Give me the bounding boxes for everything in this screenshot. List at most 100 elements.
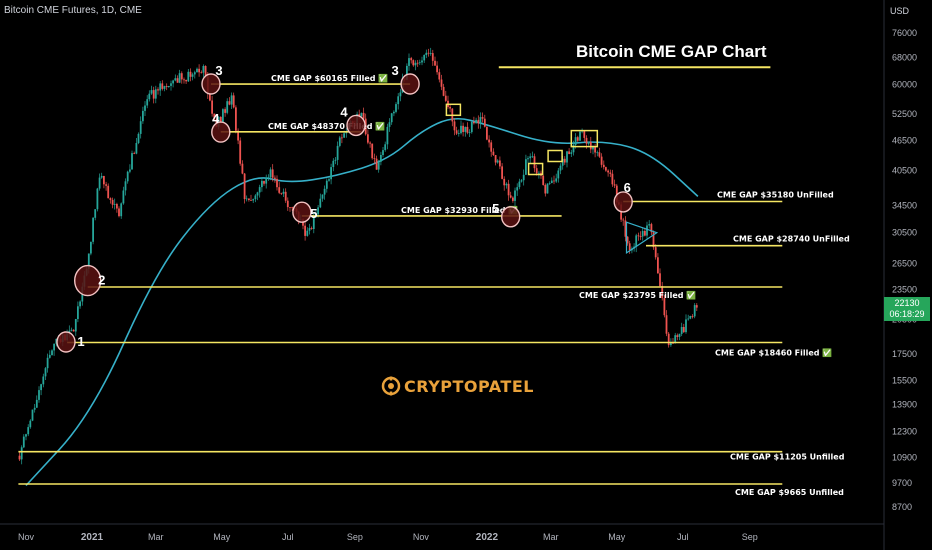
candle-body <box>29 420 32 428</box>
x-tick-label: Nov <box>413 532 430 542</box>
x-axis: Nov 2021 Mar May Jul Sep Nov 2022 Mar May Jul Sep <box>18 532 758 543</box>
candle-body <box>395 104 397 112</box>
candle-body <box>542 175 545 185</box>
candle-body <box>358 114 361 117</box>
candle-body <box>609 172 612 174</box>
marker-circle <box>346 114 366 137</box>
candle-body <box>230 95 233 105</box>
candle-body <box>605 167 607 171</box>
last-price-tag: 22130 06:18:29 <box>884 297 930 321</box>
candle-body <box>185 80 187 82</box>
candle-body <box>360 112 363 117</box>
candle-body <box>380 155 382 162</box>
candle-body <box>390 113 393 123</box>
candle-body <box>423 55 426 61</box>
candle-body <box>170 83 172 86</box>
highlight-box <box>570 129 599 148</box>
chart-title: Bitcoin CME GAP Chart <box>576 42 767 61</box>
candle-body <box>429 53 432 54</box>
candle-body <box>518 181 521 188</box>
candle-body <box>388 122 391 127</box>
candle-body <box>224 109 226 113</box>
candle-body <box>90 241 92 254</box>
candle-body <box>113 204 116 205</box>
brand-logo: CRYPTOPATEL <box>381 376 534 396</box>
candle-body <box>308 228 311 231</box>
candle-body <box>46 357 49 369</box>
highlight-boxes <box>445 103 599 176</box>
candle-body <box>544 185 547 194</box>
candle-body <box>650 224 653 233</box>
candle-body <box>486 126 488 140</box>
x-tick-label: May <box>608 532 626 542</box>
candle-body <box>639 236 642 237</box>
candle-body <box>654 247 657 258</box>
candle-body <box>87 253 90 269</box>
y-tick-label: 13900 <box>892 400 917 410</box>
candle-body <box>271 169 274 178</box>
candle-body <box>72 329 75 332</box>
candle-body <box>317 207 319 215</box>
marker-label: 3 <box>391 63 398 78</box>
candle-body <box>570 152 573 154</box>
y-tick-label: 17500 <box>892 349 917 359</box>
candle-body <box>494 155 497 163</box>
candle-body <box>291 207 294 209</box>
symbol-label: Bitcoin CME Futures, 1D, CME <box>4 5 142 16</box>
candle-body <box>427 52 430 54</box>
candle-body <box>341 137 343 139</box>
candle-body <box>652 232 655 248</box>
candle-body <box>499 160 501 167</box>
candle-body <box>79 301 81 307</box>
candle-body <box>235 107 237 131</box>
highlight-box <box>445 103 462 117</box>
marker-label: 3 <box>215 63 222 78</box>
candle-body <box>572 145 575 153</box>
candle-body <box>364 118 367 135</box>
candle-body <box>418 62 421 64</box>
candle-body <box>98 177 101 189</box>
candle-body <box>180 73 183 80</box>
candle-body <box>124 181 127 191</box>
candle-body <box>516 187 519 191</box>
candle-body <box>178 73 181 83</box>
candle-body <box>325 180 328 189</box>
candle-body <box>53 343 55 351</box>
candle-body <box>477 119 480 124</box>
candle-body <box>393 111 395 114</box>
candle-body <box>183 79 185 81</box>
gap-label: CME GAP $28740 UnFilled <box>733 235 850 244</box>
candle-body <box>118 208 120 217</box>
currency-label: USD <box>890 6 910 16</box>
candle-body <box>585 137 588 144</box>
gap-label: CME GAP $18460 Filled ✅ <box>715 348 832 358</box>
x-tick-label: Mar <box>148 532 164 542</box>
candle-body <box>455 130 458 134</box>
candle-body <box>38 390 40 400</box>
candle-body <box>150 90 153 94</box>
candle-body <box>602 164 605 168</box>
candle-body <box>384 144 387 151</box>
candle-body <box>479 117 482 124</box>
gap-label: CME GAP $11205 Unfilled <box>730 453 845 462</box>
candle-body <box>397 96 400 105</box>
candle-body <box>665 315 668 334</box>
candle-body <box>611 173 614 185</box>
marker-circle <box>501 206 521 228</box>
candle-body <box>440 79 443 87</box>
candle-body <box>261 180 263 188</box>
x-tick-label: Sep <box>742 532 758 542</box>
candle-body <box>481 117 484 119</box>
candle-body <box>587 142 590 144</box>
x-tick-label: May <box>213 532 231 542</box>
candle-body <box>600 156 603 165</box>
candle-body <box>550 180 553 183</box>
markers: 1 2 3 4 4 5 3 5 6 <box>56 63 633 353</box>
candle-body <box>129 169 131 172</box>
candle-body <box>269 169 272 178</box>
candle-body <box>33 407 36 410</box>
candle-body <box>522 174 525 181</box>
marker-circle <box>211 121 231 143</box>
candle-body <box>202 66 205 73</box>
